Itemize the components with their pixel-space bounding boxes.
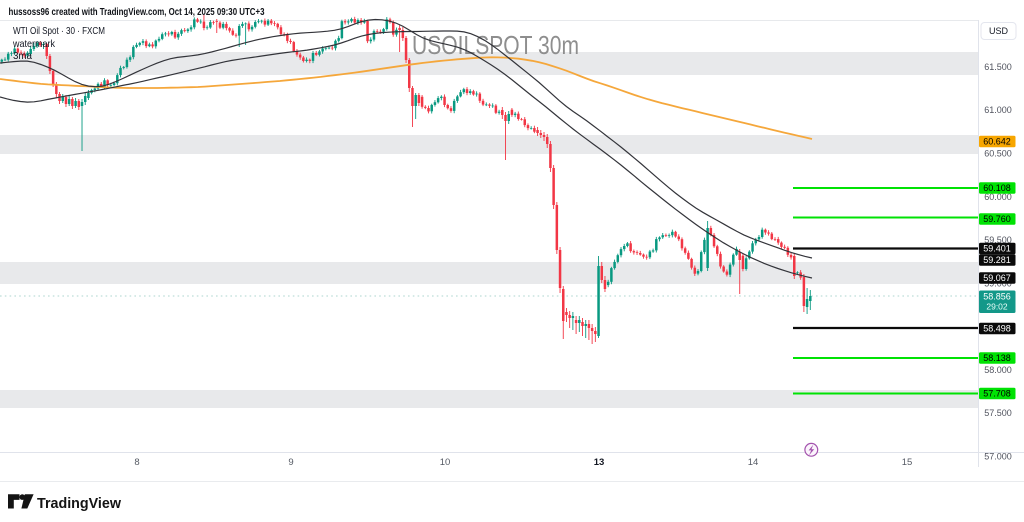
svg-text:watermark: watermark [12, 39, 56, 50]
svg-text:TradingView: TradingView [37, 496, 122, 512]
svg-text:61.500: 61.500 [984, 62, 1012, 72]
svg-text:58.856: 58.856 [983, 292, 1011, 302]
svg-text:8: 8 [134, 457, 139, 468]
svg-text:59.281: 59.281 [983, 255, 1011, 265]
svg-text:57.000: 57.000 [984, 452, 1012, 462]
svg-text:59.760: 59.760 [983, 214, 1011, 224]
svg-text:61.000: 61.000 [984, 105, 1012, 115]
svg-text:10: 10 [440, 457, 451, 468]
svg-text:59.401: 59.401 [983, 244, 1011, 254]
svg-text:58.000: 58.000 [984, 365, 1012, 375]
svg-text:59.500: 59.500 [984, 235, 1012, 245]
svg-text:USD: USD [989, 26, 1009, 36]
svg-text:13: 13 [594, 457, 605, 468]
svg-text:3ma: 3ma [13, 51, 32, 62]
svg-text:59.067: 59.067 [983, 273, 1011, 283]
svg-text:29:02: 29:02 [986, 302, 1008, 312]
svg-text:60.108: 60.108 [983, 183, 1011, 193]
svg-text:58.138: 58.138 [983, 353, 1011, 363]
svg-text:60.000: 60.000 [984, 192, 1012, 202]
svg-text:57.708: 57.708 [983, 389, 1011, 399]
svg-text:WTI Oil Spot · 30 · FXCM: WTI Oil Spot · 30 · FXCM [13, 26, 105, 37]
svg-text:9: 9 [288, 457, 293, 468]
svg-text:USOILSPOT 30m: USOILSPOT 30m [412, 30, 579, 60]
svg-text:60.500: 60.500 [984, 149, 1012, 159]
svg-text:57.500: 57.500 [984, 408, 1012, 418]
svg-text:58.498: 58.498 [983, 324, 1011, 334]
svg-text:60.642: 60.642 [983, 137, 1011, 147]
svg-text:15: 15 [902, 457, 913, 468]
svg-text:14: 14 [748, 457, 759, 468]
svg-text:hussoss96 created with Trading: hussoss96 created with TradingView.com, … [9, 7, 265, 18]
